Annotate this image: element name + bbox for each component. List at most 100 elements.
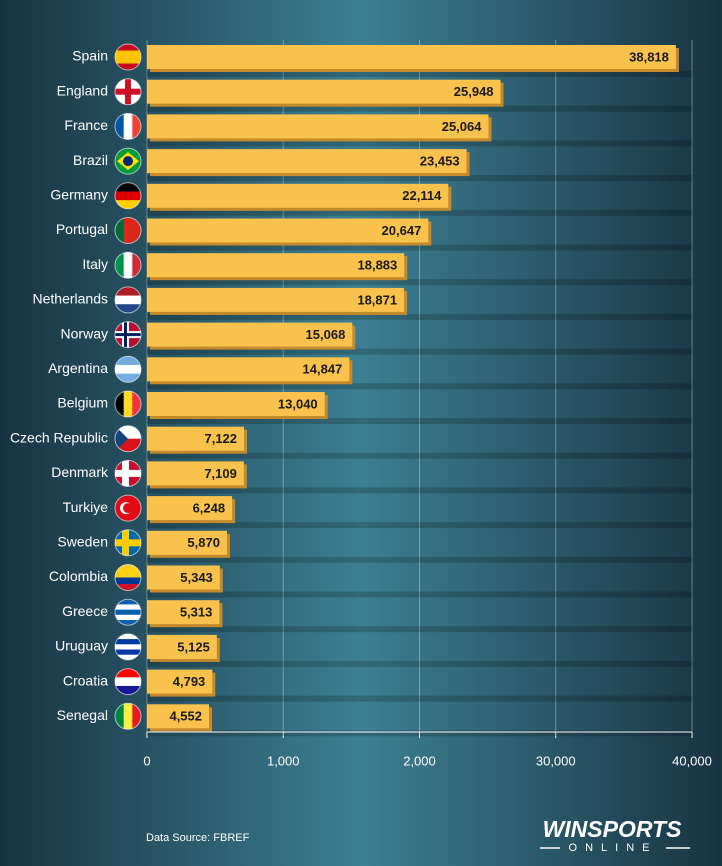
value-label: 20,647: [382, 223, 422, 238]
bar: [147, 426, 245, 451]
flag: [115, 286, 141, 313]
flag: [115, 460, 141, 487]
x-tick-label: 0: [143, 753, 150, 768]
value-label: 4,552: [169, 709, 202, 724]
value-label: 18,883: [358, 258, 398, 273]
row-band: [147, 209, 692, 216]
flag-stripe: [115, 654, 141, 660]
flag: [115, 529, 141, 556]
category-label: Sweden: [57, 534, 108, 550]
bar: [147, 218, 429, 243]
flag-cross: [115, 333, 141, 337]
value-label: 13,040: [278, 396, 318, 411]
flag-triangle: [115, 425, 128, 452]
flag-ring: [114, 43, 142, 71]
flag-moon: [123, 503, 133, 514]
flag: [115, 217, 141, 244]
category-label: Denmark: [51, 464, 109, 480]
flag-ring: [114, 425, 142, 453]
flag-ring: [114, 286, 142, 314]
flag-stripe: [115, 113, 125, 140]
flag: [115, 78, 141, 105]
row-band: [147, 140, 692, 147]
value-label: 5,870: [187, 535, 220, 550]
value-label: 5,343: [180, 570, 213, 585]
row-band: [147, 348, 692, 355]
flag-stripe: [115, 356, 141, 366]
logo: WINSPORTS: [543, 816, 683, 842]
row-band: [147, 71, 692, 77]
value-label: 18,871: [357, 292, 397, 307]
flag-ring: [114, 355, 142, 383]
flag-stripe: [115, 304, 141, 313]
flag-stripe: [115, 609, 141, 616]
x-tick-label: 30,000: [536, 753, 576, 768]
row-band: [147, 522, 692, 529]
flag-stripe: [123, 113, 133, 140]
flag: [115, 113, 141, 140]
flag-stripe: [115, 364, 141, 375]
value-label: 6,248: [193, 501, 226, 516]
category-label: Spain: [72, 48, 108, 64]
flag-stripe: [115, 44, 141, 51]
flag-stripe: [132, 113, 141, 140]
flag-stripe: [115, 564, 141, 572]
row-band: [147, 591, 692, 598]
flag-ring: [114, 78, 142, 106]
source: Data Source: FBREF: [146, 832, 250, 844]
value-label: 38,818: [629, 49, 669, 64]
bar: [147, 149, 467, 174]
flag: [115, 668, 141, 695]
flag-ring: [114, 702, 142, 730]
category-label: France: [64, 117, 108, 133]
row-band: [147, 383, 692, 390]
row-band: [147, 313, 692, 320]
flag-stripe: [115, 685, 141, 695]
flag-stripe: [115, 217, 125, 244]
flag-ring: [114, 321, 142, 349]
flag-stripe: [115, 614, 141, 621]
flag: [115, 148, 141, 175]
flag-stripe: [115, 50, 141, 58]
flag: [115, 425, 141, 452]
bar: [147, 253, 405, 278]
logo-sub: ONLINE: [569, 842, 658, 854]
flag: [115, 599, 141, 626]
flag-ring: [114, 112, 142, 140]
flag-stripe: [115, 633, 141, 640]
flag-ring: [114, 182, 142, 210]
category-label: Italy: [82, 256, 108, 272]
flag-globe: [123, 156, 133, 167]
category-label: Norway: [61, 325, 108, 341]
flag-stripe: [115, 391, 125, 417]
bar: [147, 496, 233, 521]
bar: [147, 79, 501, 104]
value-label: 5,125: [177, 639, 210, 654]
row-band: [147, 418, 692, 424]
value-label: 22,114: [402, 188, 442, 203]
value-label: 7,122: [204, 431, 237, 446]
flag-stripe: [115, 200, 141, 209]
flag-stripe: [115, 57, 141, 64]
value-label: 5,313: [180, 605, 213, 620]
flag-stripe: [132, 391, 141, 417]
flag-stripe: [115, 649, 141, 656]
flag-stripe: [115, 703, 125, 730]
flag-ring: [114, 564, 142, 591]
bar: [147, 392, 325, 416]
flag-stripe: [115, 373, 141, 383]
row-band: [147, 175, 692, 182]
flag-stripe: [115, 620, 141, 626]
flag: [115, 321, 141, 348]
flag-ring: [114, 147, 142, 175]
flag-stripe: [115, 63, 141, 70]
category-label: Senegal: [57, 707, 108, 723]
category-label: Netherlands: [33, 291, 109, 307]
flag-stripe: [115, 286, 141, 297]
category-label: Turkiye: [63, 499, 109, 515]
value-label: 15,068: [306, 327, 346, 342]
flag-stripe: [123, 217, 133, 244]
flag-stripe: [115, 295, 141, 305]
